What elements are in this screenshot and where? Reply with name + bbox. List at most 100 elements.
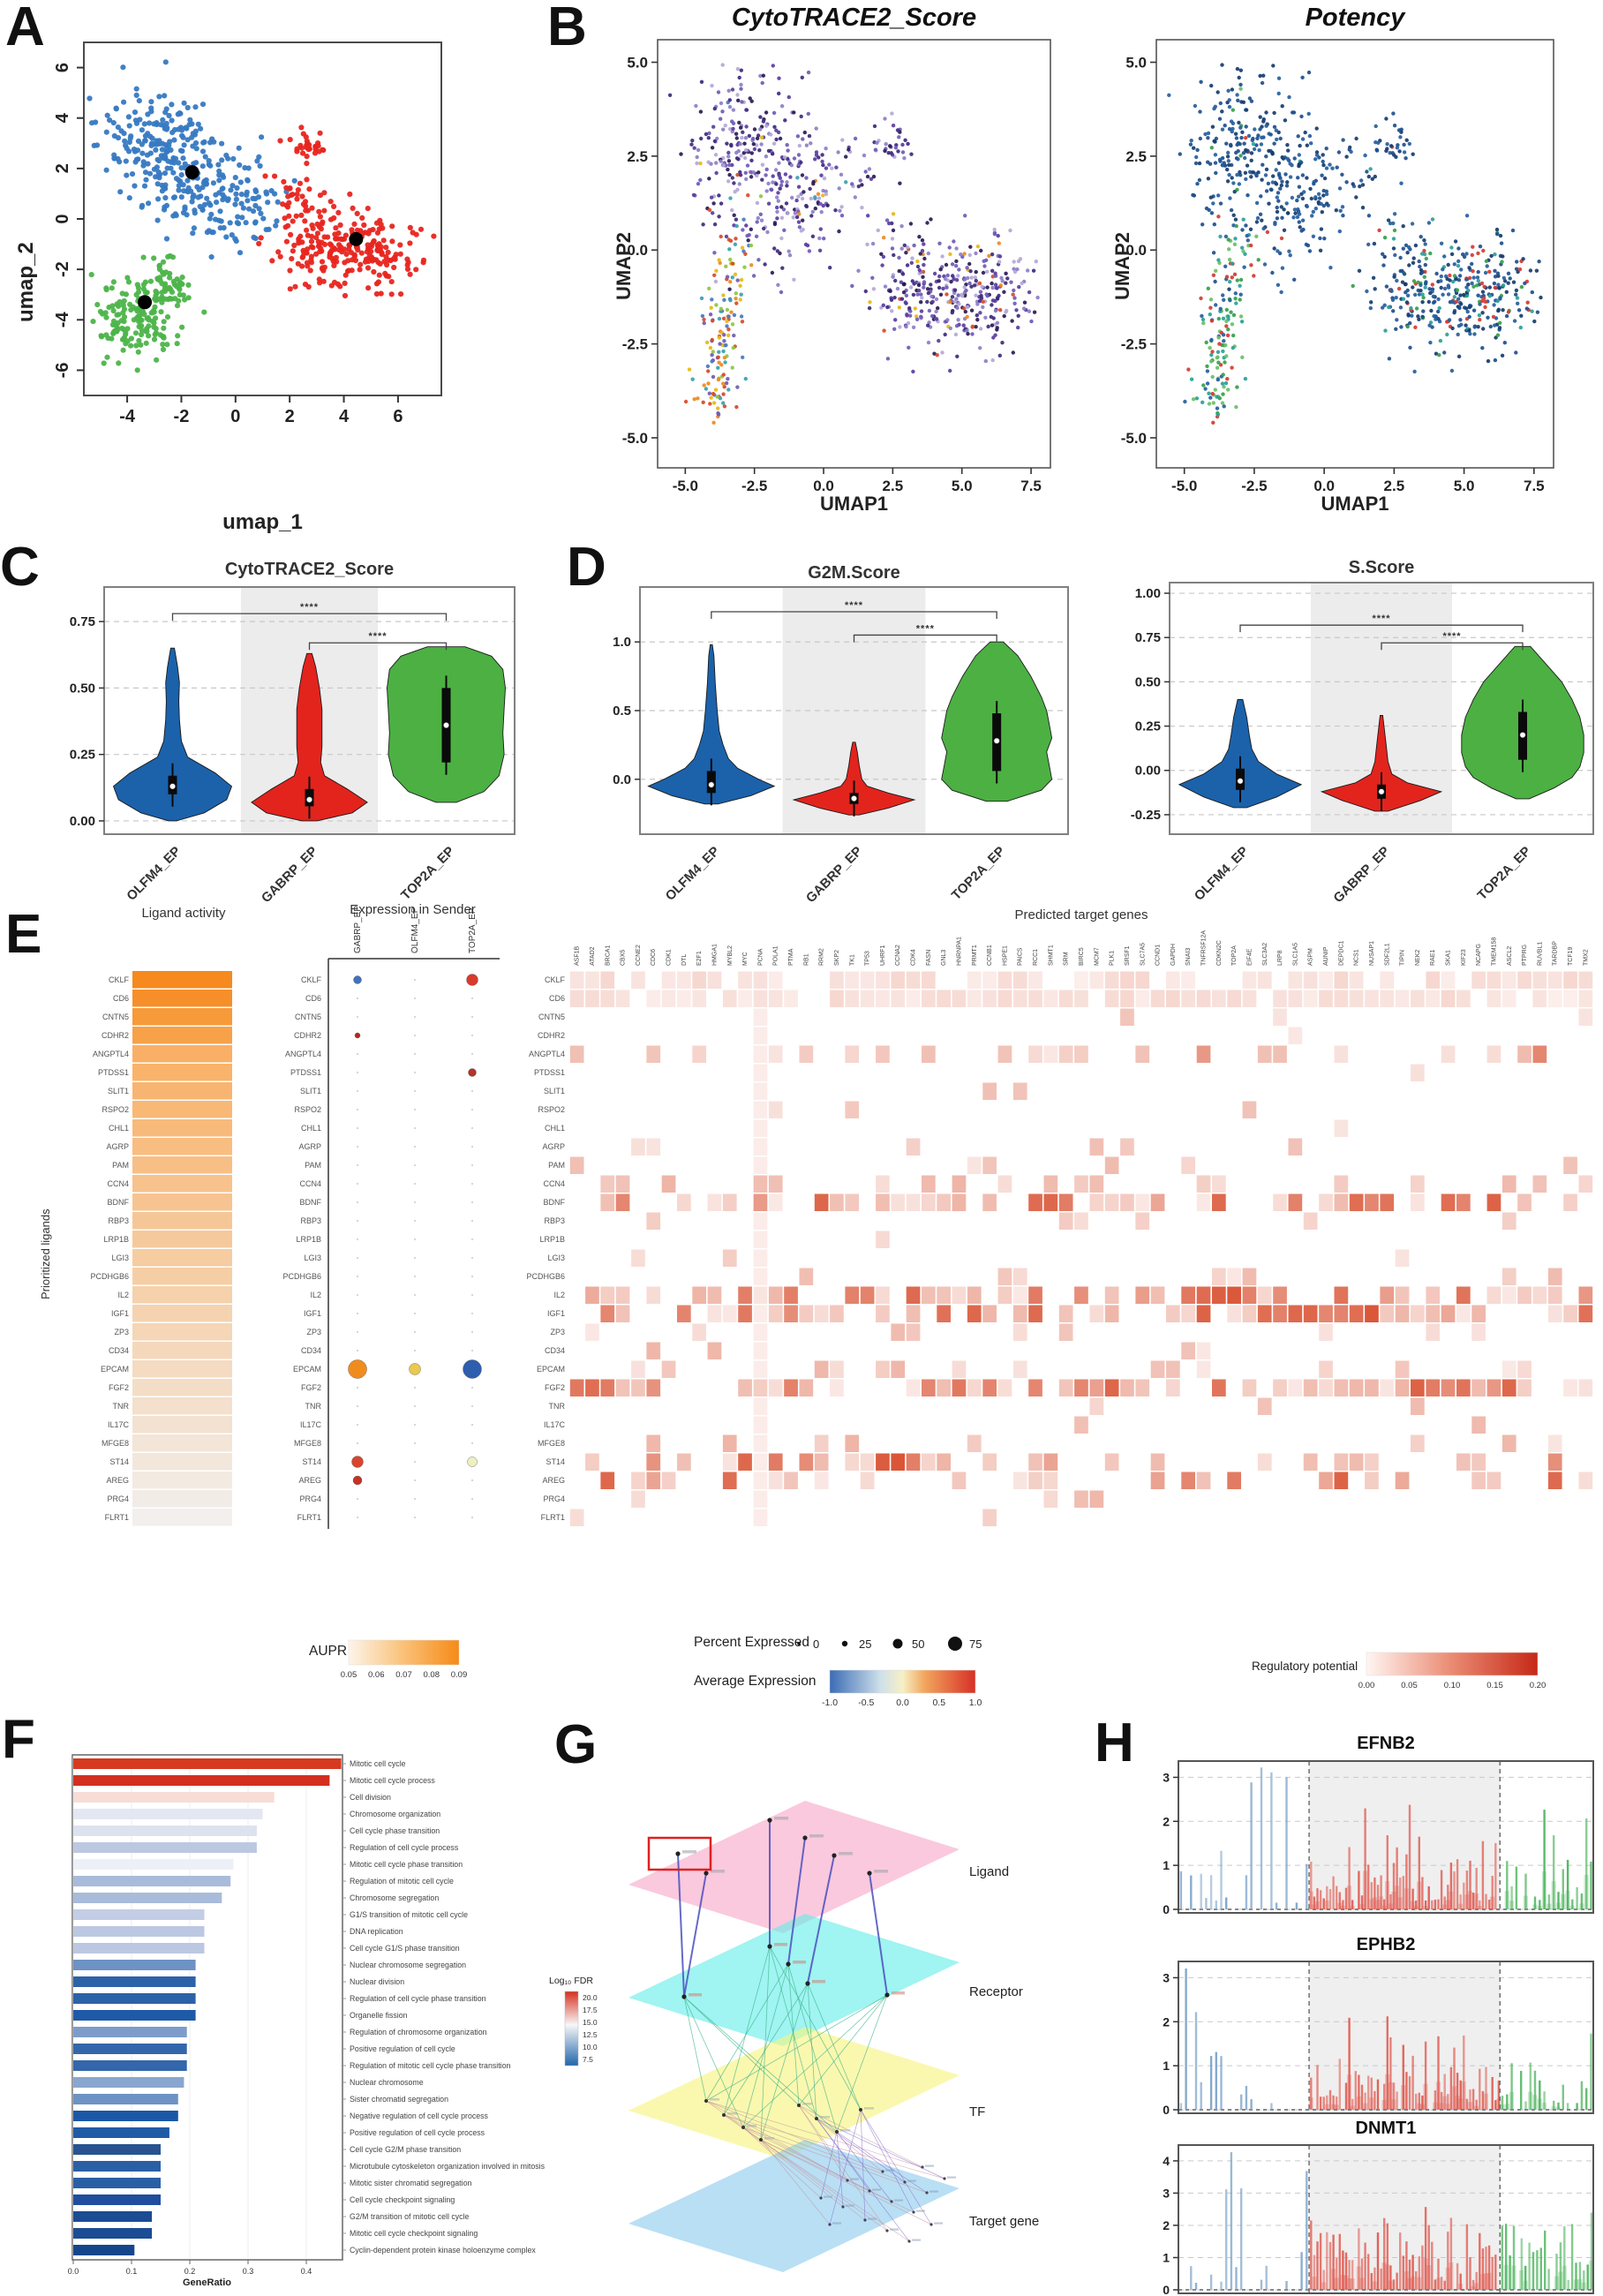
svg-text:Microtubule cytoskeleton organ: Microtubule cytoskeleton organization in… <box>350 2162 546 2171</box>
svg-text:CCNE2: CCNE2 <box>636 945 642 966</box>
svg-text:0: 0 <box>53 214 72 223</box>
svg-text:0.0: 0.0 <box>813 478 834 494</box>
svg-text:CKLF: CKLF <box>301 975 322 984</box>
svg-text:E2F1: E2F1 <box>696 951 703 966</box>
svg-text:0.10: 0.10 <box>1444 1681 1461 1690</box>
svg-text:SHMT1: SHMT1 <box>1048 945 1054 966</box>
svg-text:G1/S transition of mitotic cel: G1/S transition of mitotic cell cycle <box>350 1910 468 1919</box>
b1-title: CytoTRACE2_Score <box>731 4 977 32</box>
svg-text:1.0: 1.0 <box>613 635 631 650</box>
svg-text:OLFM4_EP: OLFM4_EP <box>1192 844 1252 904</box>
c-title: CytoTRACE2_Score <box>224 560 395 579</box>
svg-text:NUSAP1: NUSAP1 <box>1369 941 1375 966</box>
svg-text:CDC6: CDC6 <box>651 949 657 966</box>
e-activity-title: Ligand activity <box>141 906 226 921</box>
panel-label-h: H <box>1095 1713 1134 1773</box>
svg-text:0.50: 0.50 <box>70 681 95 696</box>
svg-text:-5.0: -5.0 <box>622 430 648 447</box>
svg-text:RBP3: RBP3 <box>108 1216 129 1225</box>
panel-label-b: B <box>547 0 587 57</box>
svg-text:-1.0: -1.0 <box>822 1698 838 1708</box>
svg-text:BRCA1: BRCA1 <box>605 945 611 966</box>
svg-text:5.0: 5.0 <box>1125 55 1147 72</box>
svg-text:-2.5: -2.5 <box>622 336 648 353</box>
svg-text:PCDHGB6: PCDHGB6 <box>282 1272 321 1281</box>
svg-text:ASPM: ASPM <box>1308 948 1314 966</box>
svg-text:-2.5: -2.5 <box>1241 478 1267 494</box>
svg-text:TNR: TNR <box>113 1402 130 1411</box>
svg-text:UHRF1: UHRF1 <box>880 945 886 966</box>
svg-text:PAM: PAM <box>305 1161 321 1170</box>
svg-text:PAM: PAM <box>548 1161 565 1170</box>
e-sender-title: Expression in Sender <box>350 902 476 917</box>
svg-text:FGF2: FGF2 <box>301 1383 321 1392</box>
svg-text:AREG: AREG <box>542 1476 565 1485</box>
svg-text:SLC3A2: SLC3A2 <box>1262 943 1268 966</box>
svg-text:0.3: 0.3 <box>243 2267 254 2276</box>
svg-text:PTDSS1: PTDSS1 <box>98 1068 129 1077</box>
svg-text:NCAPG: NCAPG <box>1476 944 1482 966</box>
svg-text:3: 3 <box>1163 2186 1170 2200</box>
svg-text:CBX5: CBX5 <box>621 950 627 966</box>
b1-xlabel: UMAP1 <box>819 493 888 515</box>
svg-text:****: **** <box>300 602 319 613</box>
percent-expressed-label: Percent Expressed <box>694 1635 809 1650</box>
svg-text:NCS1: NCS1 <box>1354 949 1360 966</box>
svg-text:Mitotic cell cycle checkpoint: Mitotic cell cycle checkpoint signaling <box>350 2229 478 2238</box>
svg-text:OLFM4_EP: OLFM4_EP <box>663 844 723 904</box>
svg-text:0.05: 0.05 <box>1401 1681 1418 1690</box>
svg-text:6: 6 <box>53 63 72 72</box>
svg-text:75: 75 <box>969 1637 982 1651</box>
svg-text:5.0: 5.0 <box>952 478 973 494</box>
svg-text:2: 2 <box>1163 2218 1170 2232</box>
svg-text:1.0: 1.0 <box>969 1698 982 1708</box>
svg-text:****: **** <box>1372 614 1390 624</box>
svg-text:Chromosome organization: Chromosome organization <box>350 1810 440 1818</box>
svg-text:ZP3: ZP3 <box>306 1328 321 1336</box>
svg-text:AUNIP: AUNIP <box>1323 946 1329 966</box>
svg-text:TK1: TK1 <box>849 954 855 966</box>
svg-text:2.5: 2.5 <box>883 478 904 494</box>
svg-text:TNR: TNR <box>549 1402 566 1411</box>
svg-text:-2.5: -2.5 <box>741 478 767 494</box>
svg-text:Mitotic cell cycle: Mitotic cell cycle <box>350 1759 406 1768</box>
svg-text:Cell cycle checkpoint signalin: Cell cycle checkpoint signaling <box>350 2195 455 2204</box>
d2-title: S.Score <box>1348 558 1415 577</box>
svg-text:KIF23: KIF23 <box>1461 949 1467 966</box>
svg-text:DEPDC1: DEPDC1 <box>1338 940 1344 966</box>
svg-text:0.25: 0.25 <box>70 748 95 763</box>
svg-text:0.00: 0.00 <box>1135 764 1161 779</box>
svg-text:PLK1: PLK1 <box>1110 951 1116 966</box>
legend-strip: 0.05 0.06 0.07 0.08 0.09 0 25 50 75 -1.0 -0.5 0.0 0.… <box>341 1637 1546 1708</box>
svg-text:Cell division: Cell division <box>350 1793 391 1802</box>
svg-text:0.05: 0.05 <box>341 1670 357 1680</box>
svg-text:SRM: SRM <box>1064 952 1070 966</box>
svg-text:0.15: 0.15 <box>1486 1681 1503 1690</box>
svg-text:POLA1: POLA1 <box>773 945 779 966</box>
svg-text:0.75: 0.75 <box>1135 630 1161 645</box>
svg-text:TP53: TP53 <box>865 951 871 966</box>
svg-text:GABRP_EP: GABRP_EP <box>259 844 320 906</box>
svg-text:Cell cycle G2/M phase transiti: Cell cycle G2/M phase transition <box>350 2145 461 2154</box>
panel-a-plot: -4 -2 0 2 4 6 -6 -4 -2 0 2 4 6 <box>53 42 442 426</box>
aupr-legend-label: AUPR <box>309 1644 348 1659</box>
regulatory-potential-label: Regulatory potential <box>1252 1660 1358 1673</box>
d1-title: G2M.Score <box>808 563 900 583</box>
b2-title: Potency <box>1305 4 1405 32</box>
svg-text:2: 2 <box>1163 2014 1170 2029</box>
svg-text:ST14: ST14 <box>302 1457 321 1466</box>
svg-text:7.5: 7.5 <box>583 2055 593 2064</box>
svg-text:IL17C: IL17C <box>300 1420 322 1429</box>
svg-text:1: 1 <box>1163 1858 1170 1872</box>
svg-text:Regulation of cell cycle proce: Regulation of cell cycle process <box>350 1843 459 1852</box>
svg-text:CD6: CD6 <box>305 994 321 1003</box>
svg-text:SLIT1: SLIT1 <box>544 1087 565 1095</box>
violin-plot: **** **** 0.00 0.25 0.50 0.75 OLFM4_EP GABRP_EP… <box>70 586 516 906</box>
svg-text:DNA replication: DNA replication <box>350 1927 403 1936</box>
b1-ylabel: UMAP2 <box>613 231 635 300</box>
svg-text:NEK2: NEK2 <box>1415 950 1421 966</box>
svg-text:IL2: IL2 <box>117 1291 129 1299</box>
svg-text:RUVBL1: RUVBL1 <box>1537 942 1543 966</box>
svg-text:0.08: 0.08 <box>424 1670 440 1680</box>
